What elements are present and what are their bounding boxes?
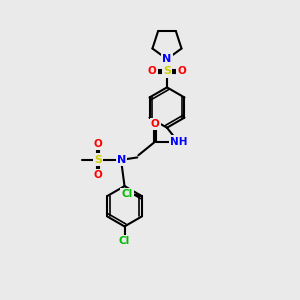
Text: N: N bbox=[162, 54, 172, 64]
Text: NH: NH bbox=[170, 136, 188, 146]
Text: O: O bbox=[178, 66, 186, 76]
Text: O: O bbox=[148, 66, 157, 76]
Text: O: O bbox=[94, 170, 102, 181]
Text: Cl: Cl bbox=[122, 189, 133, 199]
Text: S: S bbox=[94, 154, 102, 165]
Text: O: O bbox=[94, 139, 102, 148]
Text: O: O bbox=[151, 119, 160, 129]
Text: S: S bbox=[163, 66, 171, 76]
Text: N: N bbox=[117, 154, 126, 165]
Text: Cl: Cl bbox=[119, 236, 130, 246]
